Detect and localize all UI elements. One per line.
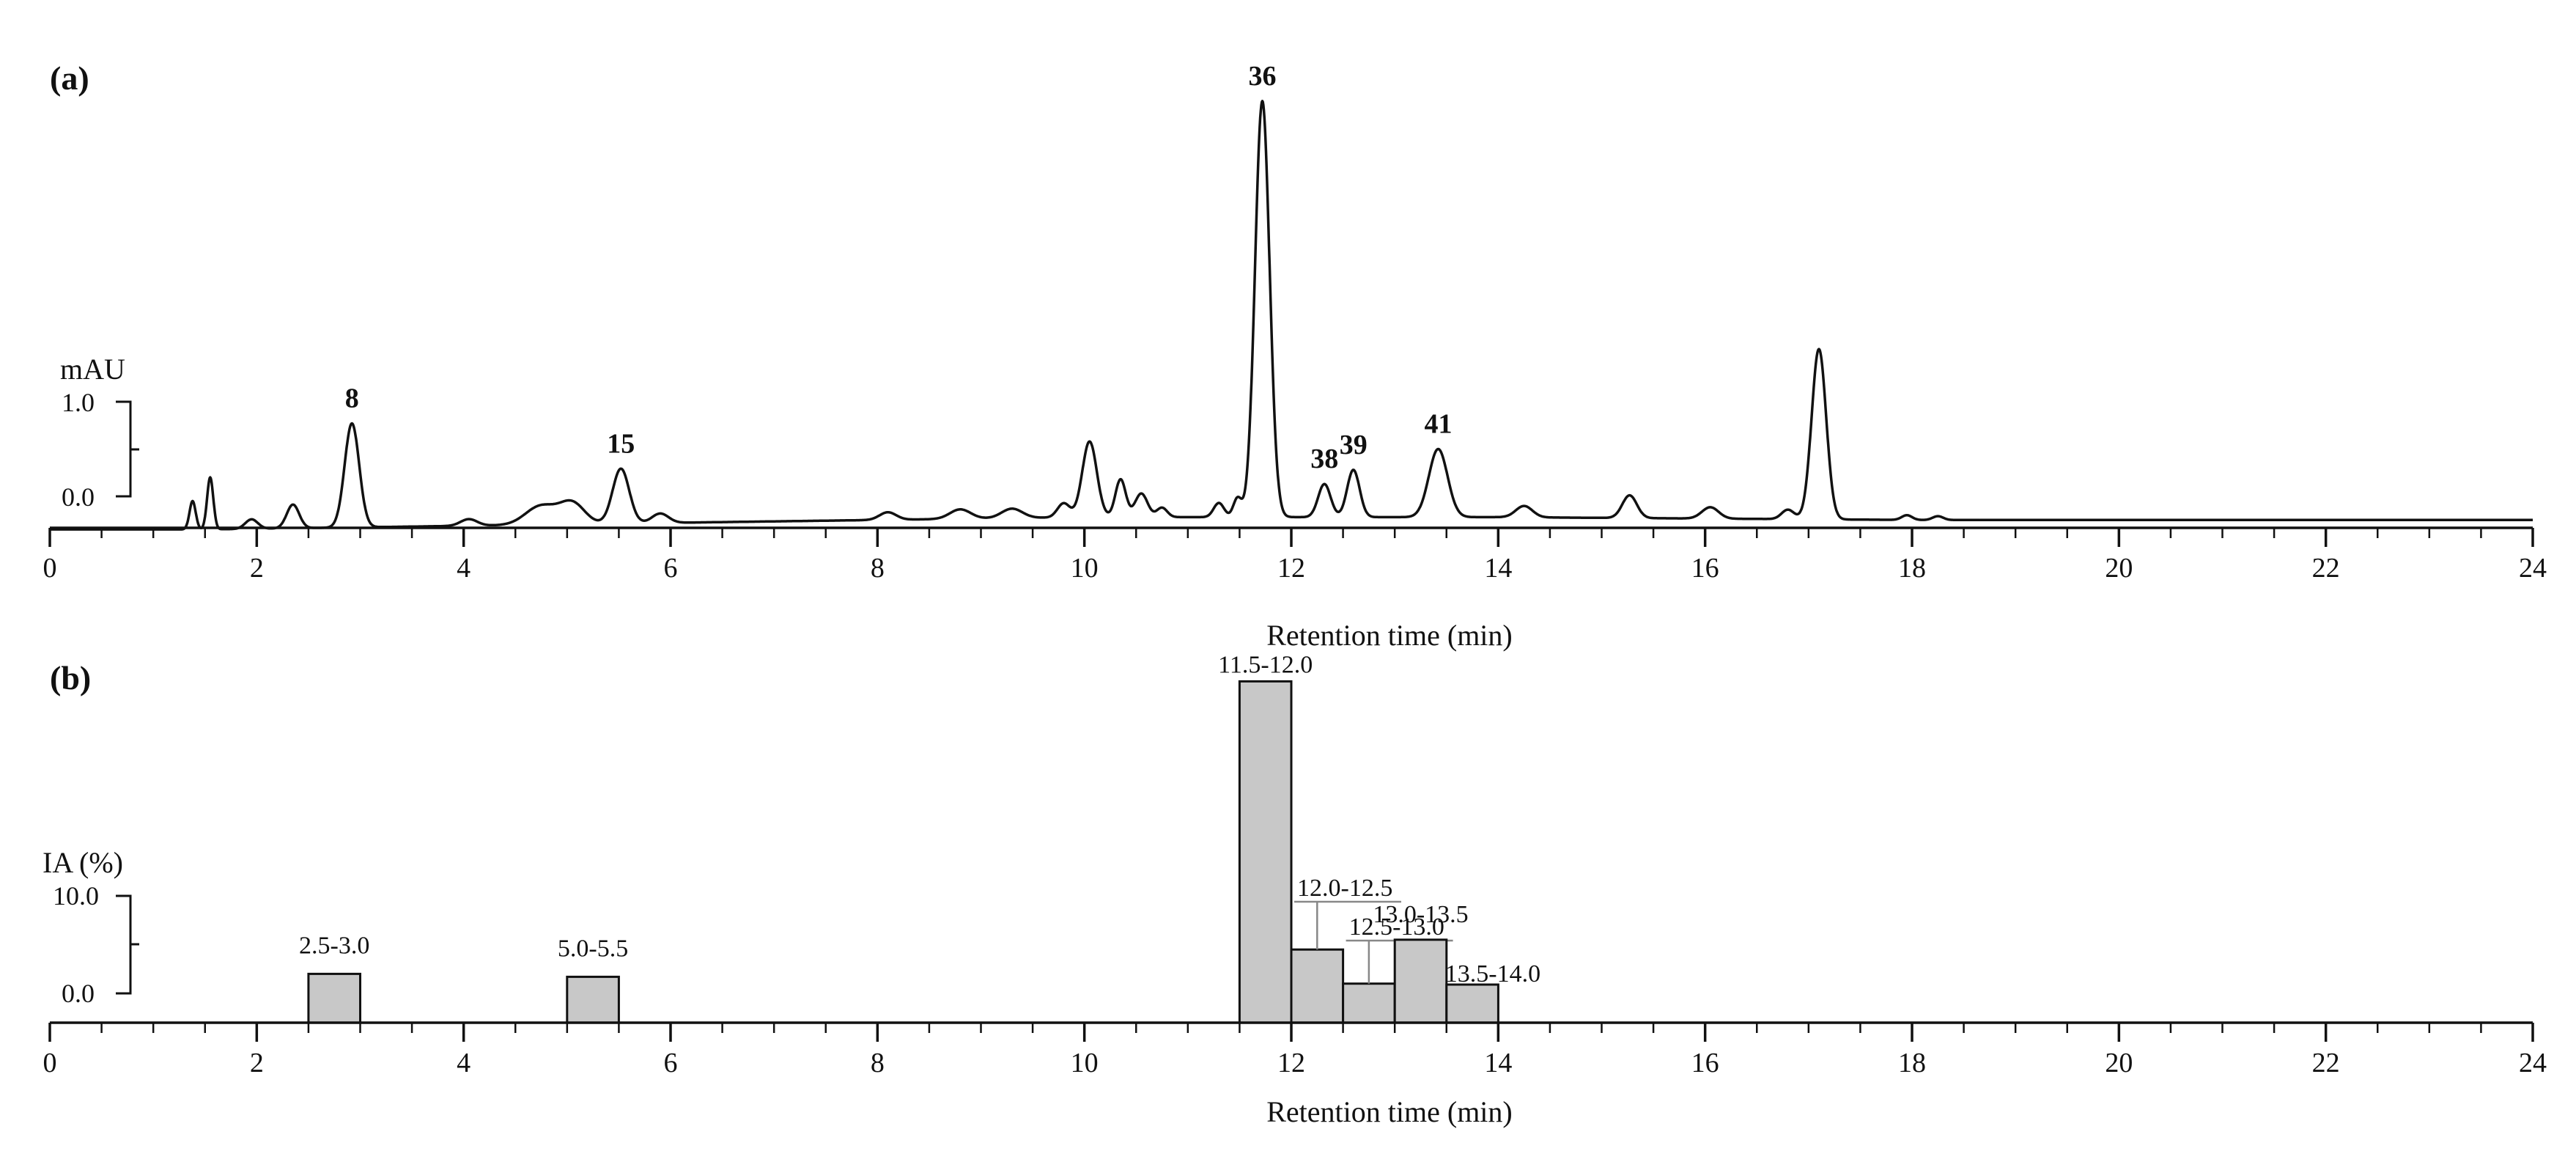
- y-unit-label-a: mAU: [60, 353, 125, 386]
- x-tick-label-a: 0: [43, 553, 57, 584]
- x-tick-label-b: 22: [2312, 1048, 2340, 1078]
- y-scale-bar-b: IA (%) 10.0 0.0: [43, 846, 139, 1008]
- x-axis-title-b: Retention time (min): [1266, 1095, 1513, 1128]
- x-tick-label-a: 8: [871, 553, 885, 584]
- y-scale-bracket-b: [116, 894, 132, 995]
- x-tick-label-a: 6: [664, 553, 678, 584]
- y-scale-tick-top-b: 10.0: [53, 881, 99, 911]
- x-tick-label-b: 6: [664, 1048, 678, 1078]
- bar-13.5-14.0: [1445, 983, 1499, 1024]
- y-scale-tick-bottom-b: 0.0: [62, 979, 95, 1008]
- x-tick-label-a: 18: [1898, 553, 1926, 584]
- x-tick-label-b: 10: [1071, 1048, 1099, 1078]
- x-tick-label-b: 2: [250, 1048, 264, 1078]
- peak-label-39: 39: [1340, 430, 1368, 460]
- peak-label-8: 8: [345, 383, 359, 414]
- x-axis-a: 0 2 4 6 8 10 12 14 16 18 20 22 24: [43, 526, 2547, 584]
- bar-label-12.5-13.0: 12.5-13.0: [1349, 913, 1444, 941]
- x-tick-label-b: 12: [1277, 1048, 1305, 1078]
- x-axis-title-a: Retention time (min): [1266, 619, 1513, 652]
- bar-label-5.0-5.5: 5.0-5.5: [558, 935, 628, 962]
- bar-12.0-12.5: [1290, 948, 1345, 1024]
- x-axis-b: 0 2 4 6 8 10 12 14 16 18 20 22 24: [43, 1021, 2547, 1078]
- peak-label-36: 36: [1249, 61, 1277, 92]
- x-tick-label-b: 0: [43, 1048, 57, 1078]
- panel-a-label: (a): [50, 59, 89, 97]
- y-unit-label-b: IA (%): [43, 846, 123, 879]
- x-tick-label-b: 8: [871, 1048, 885, 1078]
- x-tick-label-a: 24: [2519, 553, 2547, 584]
- x-tick-label-b: 20: [2105, 1048, 2133, 1078]
- bar-label-2.5-3.0: 2.5-3.0: [299, 932, 369, 959]
- bar-12.5-13.0: [1342, 982, 1396, 1024]
- chromatogram-line: [48, 100, 2534, 531]
- peak-label-41: 41: [1425, 409, 1453, 440]
- peak-label-15: 15: [607, 428, 635, 459]
- x-tick-label-b: 18: [1898, 1048, 1926, 1078]
- x-tick-label-a: 12: [1277, 553, 1305, 584]
- x-tick-label-b: 24: [2519, 1048, 2547, 1078]
- x-tick-label-b: 16: [1691, 1048, 1719, 1078]
- y-scale-bracket-a: [116, 400, 132, 498]
- peak-labels: 8 15 36 38 39 41: [345, 61, 1453, 474]
- panel-b-label: (b): [50, 659, 91, 696]
- panel-b: (b) IA (%) 10.0 0.0 2.5-3.0 5.0-5.5 11.5-1…: [43, 651, 2547, 1128]
- y-scale-bar-a: mAU 1.0 0.0: [60, 353, 139, 512]
- x-tick-label-a: 2: [250, 553, 264, 584]
- peak-label-38: 38: [1310, 444, 1338, 474]
- x-tick-label-a: 14: [1484, 553, 1512, 584]
- bar-label-12.0-12.5: 12.0-12.5: [1297, 875, 1392, 902]
- bar-11.5-12.0: [1238, 680, 1293, 1024]
- x-tick-label-a: 10: [1071, 553, 1099, 584]
- bar-5.0-5.5: [566, 975, 620, 1024]
- bar-label-13.0-13.5: 13.0-13.5: [1373, 901, 1468, 928]
- x-tick-label-a: 4: [457, 553, 470, 584]
- y-scale-tick-top-a: 1.0: [62, 388, 95, 417]
- activity-bars: 2.5-3.0 5.0-5.5 11.5-12.0 12.0-12.5 12.5-13.…: [299, 651, 1540, 1024]
- y-scale-tick-bottom-a: 0.0: [62, 482, 95, 512]
- x-tick-label-b: 14: [1484, 1048, 1512, 1078]
- chromatogram-trace-group: [48, 100, 2534, 531]
- x-tick-label-a: 22: [2312, 553, 2340, 584]
- x-tick-label-a: 16: [1691, 553, 1719, 584]
- bar-label-11.5-12.0: 11.5-12.0: [1218, 651, 1313, 678]
- bar-label-13.5-14.0: 13.5-14.0: [1445, 960, 1540, 988]
- bar-13.0-13.5: [1393, 938, 1448, 1024]
- x-tick-label-b: 4: [457, 1048, 470, 1078]
- x-tick-label-a: 20: [2105, 553, 2133, 584]
- bar-2.5-3.0: [307, 972, 361, 1024]
